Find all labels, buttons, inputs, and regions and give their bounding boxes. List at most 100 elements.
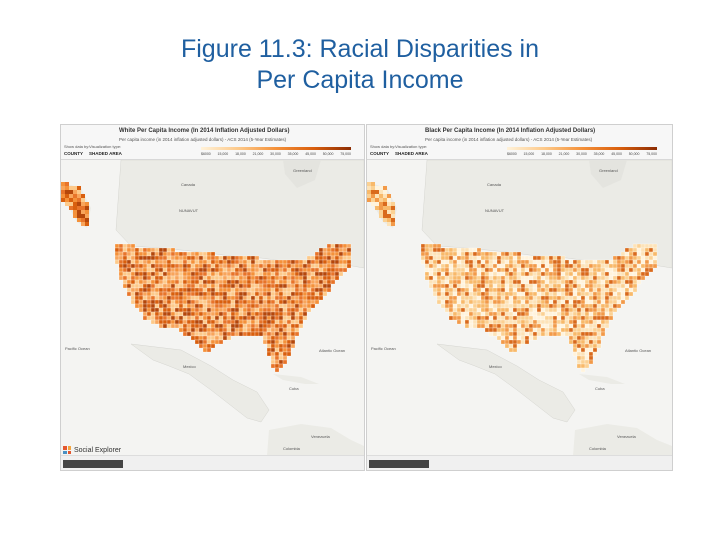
county-cell[interactable] xyxy=(242,255,248,261)
county-cell[interactable] xyxy=(456,319,462,325)
county-cell[interactable] xyxy=(488,259,494,265)
county-cell[interactable] xyxy=(210,279,216,285)
county-cell[interactable] xyxy=(226,271,232,277)
county-cell[interactable] xyxy=(588,319,594,325)
county-cell[interactable] xyxy=(138,251,144,257)
county-cell[interactable] xyxy=(464,303,470,309)
county-cell[interactable] xyxy=(632,283,638,289)
county-cell[interactable] xyxy=(210,283,216,289)
county-cell[interactable] xyxy=(338,263,344,269)
county-cell[interactable] xyxy=(588,267,594,273)
county-cell[interactable] xyxy=(186,319,192,325)
county-cell[interactable] xyxy=(274,339,280,345)
county-cell[interactable] xyxy=(198,283,204,289)
county-cell[interactable] xyxy=(258,315,264,321)
county-cell[interactable] xyxy=(568,323,574,329)
county-cell[interactable] xyxy=(588,295,594,301)
county-cell[interactable] xyxy=(520,287,526,293)
county-cell[interactable] xyxy=(198,343,204,349)
county-cell[interactable] xyxy=(246,319,252,325)
county-cell[interactable] xyxy=(206,279,212,285)
county-cell[interactable] xyxy=(584,271,590,277)
county-cell[interactable] xyxy=(628,263,634,269)
county-cell[interactable] xyxy=(624,267,630,273)
county-cell[interactable] xyxy=(178,271,184,277)
county-cell[interactable] xyxy=(560,255,566,261)
county-cell[interactable] xyxy=(234,311,240,317)
county-cell[interactable] xyxy=(298,295,304,301)
county-cell[interactable] xyxy=(174,267,180,273)
county-cell[interactable] xyxy=(166,291,172,297)
county-cell[interactable] xyxy=(536,303,542,309)
county-cell[interactable] xyxy=(290,307,296,313)
county-cell[interactable] xyxy=(138,279,144,285)
county-cell[interactable] xyxy=(496,315,502,321)
county-cell[interactable] xyxy=(556,283,562,289)
county-cell[interactable] xyxy=(383,186,387,190)
county-cell[interactable] xyxy=(488,315,494,321)
county-cell[interactable] xyxy=(520,315,526,321)
county-cell[interactable] xyxy=(302,287,308,293)
county-cell[interactable] xyxy=(604,283,610,289)
county-cell[interactable] xyxy=(250,307,256,313)
county-cell[interactable] xyxy=(194,311,200,317)
county-cell[interactable] xyxy=(488,283,494,289)
county-cell[interactable] xyxy=(186,295,192,301)
county-cell[interactable] xyxy=(214,335,220,341)
county-cell[interactable] xyxy=(226,295,232,301)
county-cell[interactable] xyxy=(218,307,224,313)
county-cell[interactable] xyxy=(206,271,212,277)
county-cell[interactable] xyxy=(274,299,280,305)
county-cell[interactable] xyxy=(338,271,344,277)
county-cell[interactable] xyxy=(556,287,562,293)
county-cell[interactable] xyxy=(484,251,490,257)
county-cell[interactable] xyxy=(282,343,288,349)
county-cell[interactable] xyxy=(274,275,280,281)
county-cell[interactable] xyxy=(286,299,292,305)
county-cell[interactable] xyxy=(306,291,312,297)
county-cell[interactable] xyxy=(206,259,212,265)
county-cell[interactable] xyxy=(480,295,486,301)
county-cell[interactable] xyxy=(488,267,494,273)
county-cell[interactable] xyxy=(580,327,586,333)
county-cell[interactable] xyxy=(170,267,176,273)
county-cell[interactable] xyxy=(516,271,522,277)
county-cell[interactable] xyxy=(218,283,224,289)
county-cell[interactable] xyxy=(371,198,375,202)
county-cell[interactable] xyxy=(464,299,470,305)
county-cell[interactable] xyxy=(564,287,570,293)
county-cell[interactable] xyxy=(250,323,256,329)
county-cell[interactable] xyxy=(492,279,498,285)
county-cell[interactable] xyxy=(258,287,264,293)
county-cell[interactable] xyxy=(472,303,478,309)
county-cell[interactable] xyxy=(456,299,462,305)
county-cell[interactable] xyxy=(286,259,292,265)
county-cell[interactable] xyxy=(568,311,574,317)
county-cell[interactable] xyxy=(516,307,522,313)
county-cell[interactable] xyxy=(158,283,164,289)
county-cell[interactable] xyxy=(326,287,332,293)
county-cell[interactable] xyxy=(302,311,308,317)
county-cell[interactable] xyxy=(310,299,316,305)
county-cell[interactable] xyxy=(114,251,120,257)
county-cell[interactable] xyxy=(472,263,478,269)
county-cell[interactable] xyxy=(73,202,77,206)
county-cell[interactable] xyxy=(226,327,232,333)
county-cell[interactable] xyxy=(202,291,208,297)
county-cell[interactable] xyxy=(572,303,578,309)
county-cell[interactable] xyxy=(302,299,308,305)
county-cell[interactable] xyxy=(504,271,510,277)
county-cell[interactable] xyxy=(387,202,391,206)
county-cell[interactable] xyxy=(198,251,204,257)
county-cell[interactable] xyxy=(500,259,506,265)
county-cell[interactable] xyxy=(576,335,582,341)
county-cell[interactable] xyxy=(65,194,69,198)
county-cell[interactable] xyxy=(496,311,502,317)
county-cell[interactable] xyxy=(552,299,558,305)
county-cell[interactable] xyxy=(210,291,216,297)
county-cell[interactable] xyxy=(452,283,458,289)
county-cell[interactable] xyxy=(73,198,77,202)
county-cell[interactable] xyxy=(230,291,236,297)
county-cell[interactable] xyxy=(202,331,208,337)
county-cell[interactable] xyxy=(516,251,522,257)
